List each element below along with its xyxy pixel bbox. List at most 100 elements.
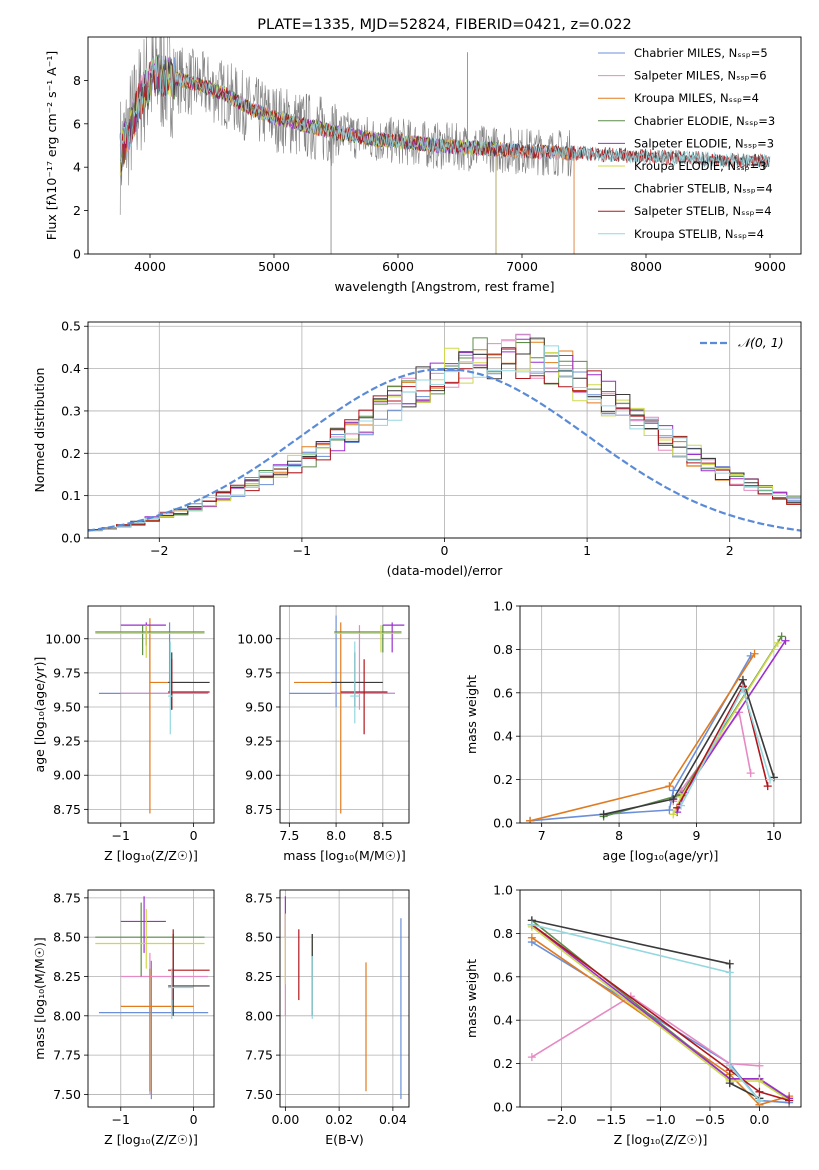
y-tick-label: 8.75 [245,890,273,905]
x-tick-label: −1 [112,1112,130,1127]
x-tick-label: 7 [538,828,546,843]
legend: Chabrier MILES, Nₛₛₚ=5 Salpeter MILES, Nₛ… [598,46,775,241]
series-line [531,924,790,1099]
errorbar-point [95,908,205,969]
y-tick-label: 0.8 [493,642,513,657]
x-axis-label: Z [log₁₀(Z/Z☉)] [104,1132,198,1147]
errorbar-point [168,929,210,1001]
x-tick-label: 7.5 [279,828,299,843]
y-tick-label: 1.0 [493,883,513,898]
series-marker [763,782,772,791]
spectrum-plot [119,37,771,254]
axes-frame [279,605,410,824]
y-tick-label: 0 [73,247,81,262]
y-tick-label: 7.50 [245,1087,273,1102]
legend-label: Kroupa STELIB, Nₛₛₚ=4 [634,227,764,241]
errorbar-point [168,659,210,710]
errorbar-point [98,960,209,1100]
y-tick-label: 0.0 [493,1100,513,1115]
series-marker [669,810,678,819]
axes-frame [87,605,215,824]
y-tick-label: 7.75 [53,1048,81,1063]
y-tick-label: 10.00 [45,631,81,646]
mass-weight-vs-age-panel: 7 8 9 10 0.0 0.2 0.4 0.6 0.8 1.0 age [log₁₀(age/yr… [464,599,802,863]
age-vs-mass-panel: 7.5 8.0 8.5 8.75 9.00 9.25 9.50 9.75 10.00 mass [… [237,605,410,863]
axes-frame [87,36,802,255]
errorbar-point [95,625,205,658]
series-marker [755,1061,764,1070]
y-tick-label: 8.75 [53,802,81,817]
legend-label: Salpeter STELIB, Nₛₛₚ=4 [634,204,772,218]
y-tick-label: 0.6 [493,685,513,700]
axes-frame [519,605,802,824]
mass-vs-z-plot [95,896,210,1100]
series-marker [527,1053,536,1062]
series-marker [725,1061,734,1070]
age-vs-z-plot [95,618,210,814]
series-line [531,995,760,1067]
normal-distribution-curve [88,367,801,532]
x-tick-label: 9000 [754,259,786,274]
series-marker [755,1096,764,1105]
legend-label: 𝒩(0, 1) [738,335,784,350]
series-marker [773,638,782,647]
mass-weight-vs-z-panel: −2.0 −1.5 −1.0 −0.5 0.0 0.0 0.2 0.4 0.6 0.8 1.0 Z [… [464,883,802,1147]
series-marker [665,805,674,814]
residual-histogram-panel: −2 −1 0 1 2 0.0 0.1 0.2 0.3 0.4 0.5 (data-model)/er… [32,319,802,578]
y-tick-label: 0.2 [493,1056,513,1071]
errorbar-point [168,641,174,735]
histogram-step [88,345,801,532]
x-tick-label: 2 [726,543,734,558]
mass-weight-vs-z-plot [527,916,794,1107]
x-tick-label: 9 [693,828,701,843]
errorbar-point [168,968,194,1019]
y-tick-label: 9.75 [245,665,273,680]
errorbar-point [95,902,205,977]
x-tick-label: 4000 [134,259,166,274]
legend-label: Chabrier ELODIE, Nₛₛₚ=3 [634,114,775,128]
y-tick-label: 7.75 [245,1048,273,1063]
x-tick-label: 1 [583,543,591,558]
y-tick-label: 8 [73,73,81,88]
histogram-step [88,347,801,531]
errorbar-point [334,625,402,653]
mass-vs-ebv-plot [284,896,402,1100]
residual-histogram-plot [88,333,801,532]
axes-frame [87,889,215,1108]
y-tick-label: 0.4 [493,729,513,744]
y-tick-label: 0.0 [493,816,513,831]
y-tick-label: 7.50 [53,1087,81,1102]
x-tick-label: −2 [150,543,168,558]
x-tick-label: 6000 [382,259,414,274]
series-marker [766,775,775,784]
series-marker [527,920,536,929]
y-tick-label: 8.75 [245,802,273,817]
y-tick-label: 8.00 [53,1008,81,1023]
y-tick-label: 0.0 [61,531,81,546]
series-line [603,677,775,816]
series-marker [781,636,790,645]
x-tick-label: 0.04 [379,1112,407,1127]
x-tick-label: 0 [441,543,449,558]
x-axis-label: wavelength [Angstrom, rest frame] [334,279,554,294]
y-tick-label: 8.00 [245,1008,273,1023]
y-axis-label: mass weight [464,959,479,1038]
spectrum-panel: 4000 5000 6000 7000 8000 9000 0 2 4 6 8 wavelength … [44,17,802,294]
y-tick-label: 0.4 [493,1013,513,1028]
x-axis-label: Z [log₁₀(Z/Z☉)] [614,1132,708,1147]
age-vs-mass-plot [289,615,405,814]
series-marker [725,959,734,968]
errorbar-point [382,622,405,653]
y-tick-label: 9.00 [245,768,273,783]
x-tick-label: −2.0 [546,1112,576,1127]
x-tick-label: 8000 [630,259,662,274]
x-tick-label: −1.5 [596,1112,626,1127]
chart-title: PLATE=1335, MJD=52824, FIBERID=0421, z=0… [257,17,631,33]
x-tick-label: 0 [190,828,198,843]
histogram-step [88,339,801,531]
y-tick-label: 0.8 [493,926,513,941]
series-marker [755,1076,764,1085]
series-marker [527,933,536,942]
y-tick-label: 0.2 [61,446,81,461]
